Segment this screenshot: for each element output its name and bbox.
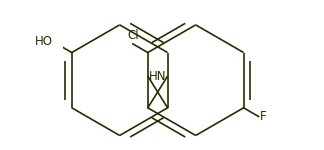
Text: HO: HO [35,35,53,48]
Text: HN: HN [149,70,167,83]
Text: Cl: Cl [127,29,139,42]
Text: F: F [260,110,267,123]
